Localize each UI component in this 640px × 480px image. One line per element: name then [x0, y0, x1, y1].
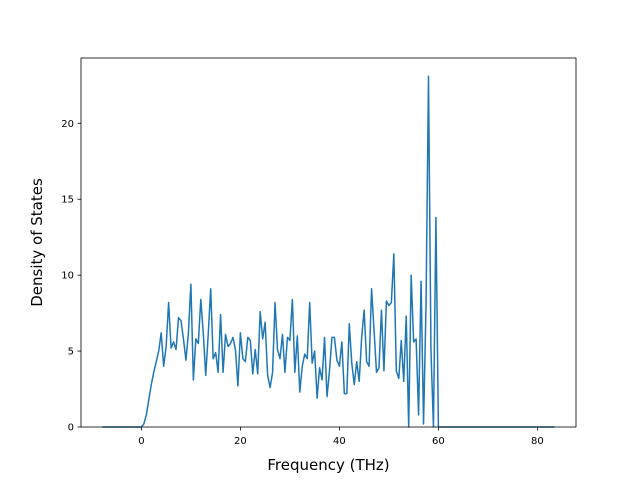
x-tick-label: 60: [432, 436, 445, 447]
y-axis-label: Density of States: [28, 178, 46, 307]
plot-frame: [80, 57, 577, 428]
x-tick-label: 40: [333, 436, 346, 447]
y-tick-label: 15: [61, 195, 74, 206]
x-tick-label: 80: [531, 436, 544, 447]
x-tick-label: 20: [234, 436, 247, 447]
y-tick-label: 5: [68, 347, 74, 358]
y-tick-label: 20: [61, 119, 74, 130]
x-tick-label: 0: [138, 436, 144, 447]
y-tick-label: 0: [68, 423, 74, 434]
y-tick-label: 10: [61, 271, 74, 282]
x-axis-label: Frequency (THz): [267, 456, 389, 474]
data-line: [102, 75, 555, 428]
